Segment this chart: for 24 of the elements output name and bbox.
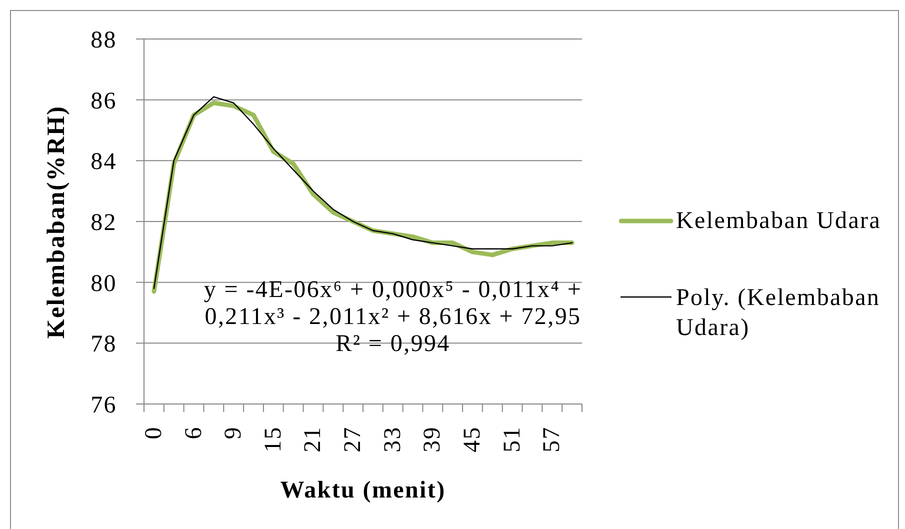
y-tick-label: 88	[90, 28, 117, 54]
y-tick-label: 78	[90, 332, 117, 358]
y-tick-label: 80	[90, 270, 117, 297]
x-tick-label: 39	[420, 426, 446, 452]
annotation: y = -4E-06x⁶ + 0,000x⁵ - 0,011x⁴ + 0,211x³ - 2,011x² + 8,616x + 72,95	[204, 277, 582, 330]
legend-label: Poly. (Kelembaban Udara)	[676, 285, 880, 341]
y-tick-label: 84	[90, 149, 117, 176]
y-axis-title: Kelembaban(%RH)	[43, 104, 70, 338]
x-tick-label: 15	[260, 426, 286, 452]
x-tick-label: 0	[140, 426, 167, 440]
y-tick-label: 86	[90, 88, 117, 114]
x-tick-label: 45	[460, 426, 486, 452]
x-tick-label: 21	[300, 426, 326, 452]
x-tick-label: 51	[499, 426, 526, 452]
x-tick-label: 6	[180, 426, 207, 440]
y-tick-label: 82	[90, 210, 117, 236]
legend-label: Kelembaban Udara	[676, 208, 882, 234]
annotation: R² = 0,994	[336, 331, 450, 357]
x-axis-title: Waktu (menit)	[280, 478, 446, 504]
y-tick-label: 76	[90, 392, 117, 419]
x-tick-label: 9	[220, 426, 247, 440]
x-tick-label: 27	[340, 426, 366, 452]
x-tick-label: 33	[380, 426, 406, 452]
x-tick-label: 57	[539, 426, 566, 452]
